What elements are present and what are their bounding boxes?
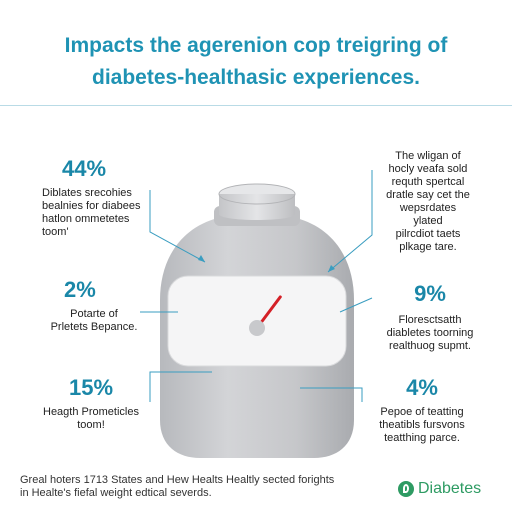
leader-line-2 [327,170,373,273]
stat-4-text: Floresctsatth diabletes toorning realthu… [386,314,474,352]
stat-1-text: Diblates srecohies bealnies for diabees … [42,187,141,238]
stat-2: The wligan of hocly veafa sold requth sp… [384,150,472,254]
brand-logo: Diabetes [398,480,481,498]
title-line-1: Impacts the agerenion cop treigring of [64,34,448,57]
leader-line-4 [339,297,373,313]
leader-line-6 [300,387,363,402]
stat-1-value: 44% [62,156,107,181]
stat-3: 2% Potarte of Prletets Bepance. [44,276,144,334]
stat-6-text: Pepoe of teatting theatibls fursvons tea… [379,406,465,444]
stat-5: 15% Heagth Prometicles toom! [36,374,146,432]
stat-5-value: 15% [68,375,114,400]
stat-2-text: The wligan of hocly veafa sold requth sp… [386,150,470,253]
title-line-2: diabetes-healthasic experiences. [92,66,420,89]
stat-3-value: 2% [64,277,96,302]
page-title: Impacts the agerenion cop treigring of d… [0,30,512,94]
jar-body [160,218,354,458]
stat-6: 4% Pepoe of teatting theatibls fursvons … [366,374,478,445]
leader-lines [140,170,373,402]
brand-label: Diabetes [418,480,482,497]
jar-cap [219,194,295,220]
stat-4: 9% Floresctsatth diabletes toorning real… [374,280,486,353]
stat-1: 44% Diblates srecohies bealnies for diab… [42,155,154,239]
jar-cap-top [219,184,295,204]
gauge-pivot [249,320,265,336]
gauge-label-panel [167,275,347,367]
stat-4-value: 9% [414,281,446,306]
leader-line-5 [149,371,212,402]
stat-5-text: Heagth Prometicles toom! [43,406,139,431]
leaf-drop-icon [398,481,414,497]
stat-6-value: 4% [406,375,438,400]
gauge-needle [255,295,282,330]
jar-neck [214,206,300,226]
footer-note: Greal hoters 1713 States and Hew Healts … [20,474,335,499]
stat-3-text: Potarte of Prletets Bepance. [50,308,138,333]
leader-line-1 [149,190,206,263]
divider [0,105,512,106]
